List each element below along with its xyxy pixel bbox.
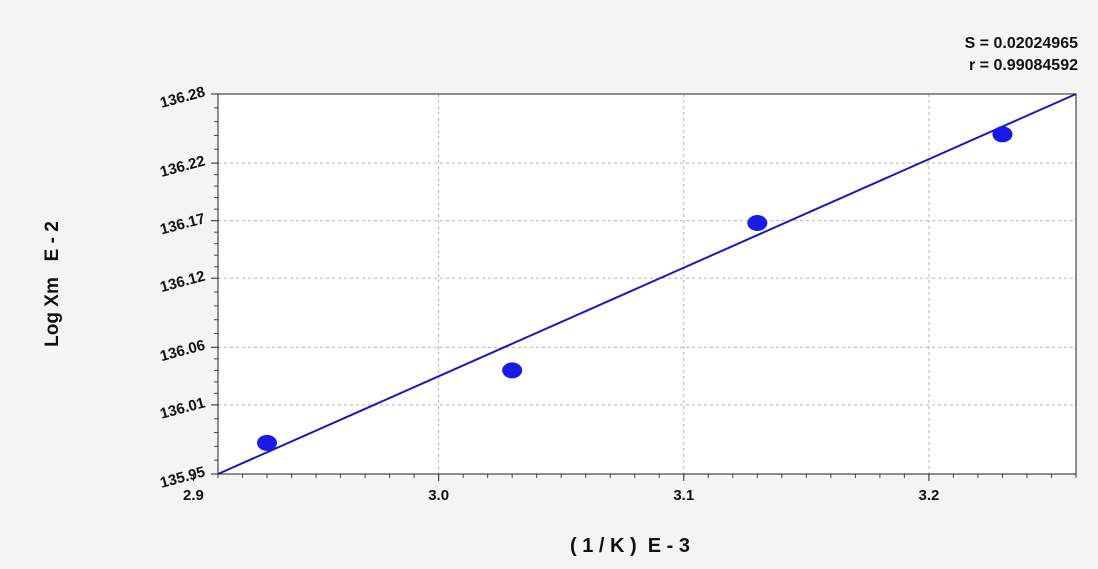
data-point	[257, 434, 278, 451]
minor-ticks	[192, 93, 1077, 481]
stat-r: r = 0.99084592	[969, 57, 1078, 74]
x-tick-label: 3.1	[673, 487, 694, 504]
grid-layer	[218, 94, 1076, 474]
y-tick-label: 136.06	[158, 337, 207, 365]
y-axis-title: Log Xm E - 2	[42, 221, 63, 347]
x-tick-label: 3.0	[428, 487, 449, 504]
y-tick-label: 136.22	[158, 153, 207, 181]
data-point	[992, 126, 1013, 143]
data-point	[502, 362, 523, 379]
fit-line-layer	[217, 93, 1077, 475]
point-layer	[257, 126, 1013, 451]
y-tick-label: 136.01	[158, 394, 207, 422]
x-tick-label: 3.2	[918, 487, 939, 504]
x-axis-title: ( 1 / K ) E - 3	[570, 535, 690, 557]
regression-line	[217, 93, 1077, 475]
x-tick-label: 2.9	[183, 487, 204, 504]
y-tick-label: 136.28	[158, 83, 207, 111]
y-tick-label: 136.12	[158, 268, 207, 296]
x-tick-labels: 2.9 3.0 3.1 3.2	[183, 487, 939, 504]
plot-frame	[217, 93, 1077, 475]
y-tick-label: 136.17	[158, 210, 207, 238]
stat-s: S = 0.02024965	[965, 35, 1079, 52]
data-point	[747, 214, 768, 231]
y-tick-labels: 135.95136.01136.06136.12136.17136.22136.…	[158, 83, 207, 491]
